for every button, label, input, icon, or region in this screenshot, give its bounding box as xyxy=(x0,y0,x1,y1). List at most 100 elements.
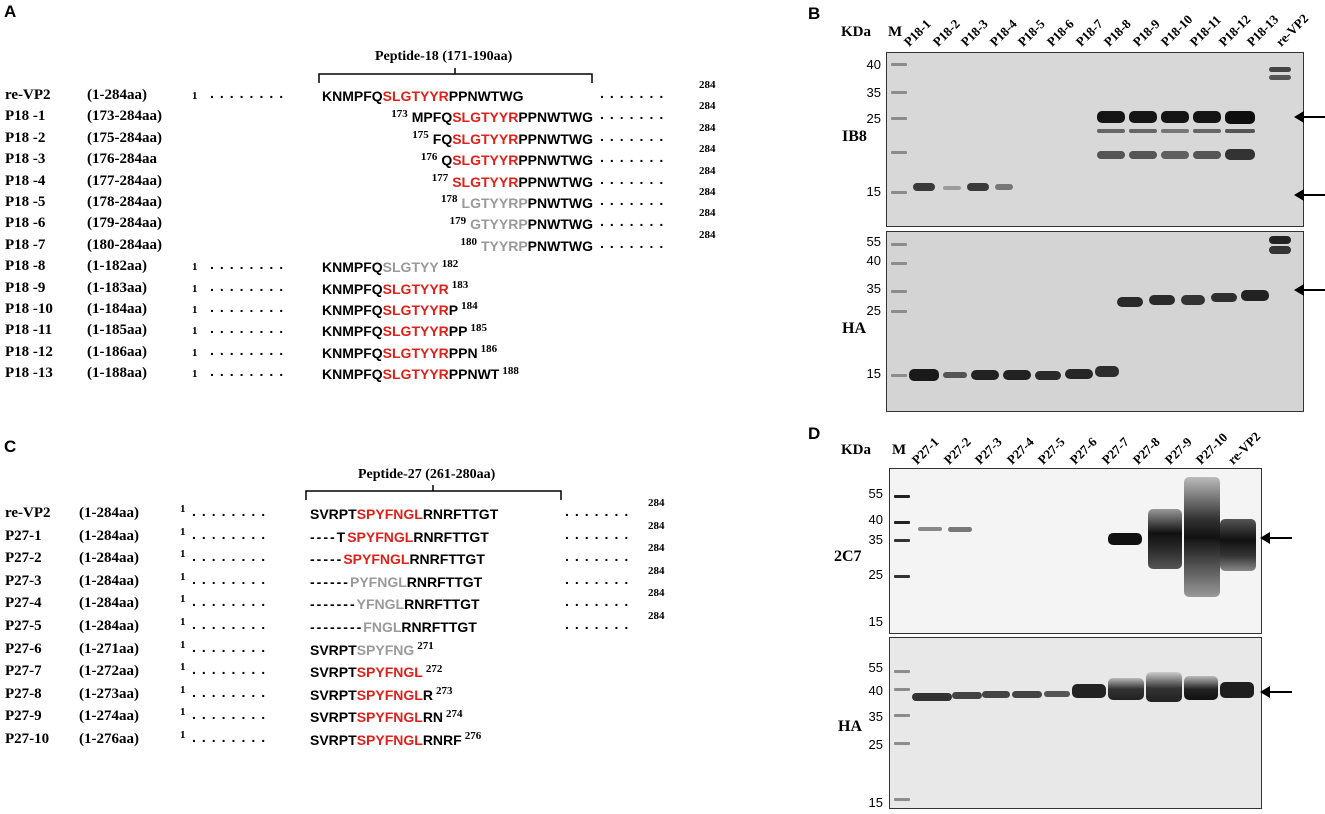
sequence-row-label: P18 -11 (1-185aa) xyxy=(5,322,147,339)
row-end-number: 184 xyxy=(461,300,478,313)
sequence-row-label: P18 -1 (173-284aa) xyxy=(5,108,162,125)
kda-tick-label: 40 xyxy=(866,57,881,72)
sequence-segment: KNMPFQ xyxy=(322,88,383,104)
sequence-row-label: P27-10 (1-276aa) xyxy=(5,731,139,748)
sequence-segment: -------- xyxy=(310,619,364,635)
sequence-segment: P xyxy=(448,302,459,318)
row-dots-right: ....... xyxy=(600,192,670,208)
sequence-row: 177 SLGTYYRPPNWTWG xyxy=(432,172,593,190)
row-name: P18 -13 xyxy=(5,365,53,382)
sequence-row: ------PYFNGLRNRFTTGT xyxy=(310,574,482,590)
lane-label: P18-13 xyxy=(1243,11,1282,50)
row-dots-left: ........ xyxy=(210,341,290,358)
row-name: P18 -10 xyxy=(5,301,53,317)
gel-ha-b xyxy=(886,231,1304,412)
row-end-number: 284 xyxy=(699,164,716,177)
sequence-segment: SLGTYYR xyxy=(382,280,449,297)
row-start: 1 xyxy=(192,321,198,339)
row-range: (1-185aa) xyxy=(87,322,147,339)
peptide-27-title: Peptide-27 (261-280aa) xyxy=(358,467,496,482)
row-name: P18 -3 xyxy=(5,151,46,168)
row-range: (180-284aa) xyxy=(87,236,162,253)
row-end-number: 183 xyxy=(451,278,469,291)
row-end-number: 273 xyxy=(435,685,453,698)
row-name: P18 -1 xyxy=(5,108,46,125)
blot-name-ib8: IB8 xyxy=(842,128,867,145)
row-start-number: 178 xyxy=(441,193,458,206)
row-start: 1 xyxy=(192,343,198,361)
sequence-row: KNMPFQSLGTYYRP 184 xyxy=(322,300,478,318)
sequence-row-label: re-VP2 (1-284aa) xyxy=(5,505,139,522)
row-end-number: 284 xyxy=(648,587,665,600)
row-start-number: 1 xyxy=(192,325,198,338)
lane-label: P18-1 xyxy=(900,16,934,50)
row-range: (1-182aa) xyxy=(87,258,147,275)
sequence-row: --------FNGLRNRFTTGT xyxy=(310,619,477,635)
row-dots-left: ........ xyxy=(192,729,272,745)
row-dots-right: ....... xyxy=(565,593,635,610)
sequence-segment: SPYFNGL xyxy=(356,709,423,726)
row-start-number: 180 xyxy=(460,236,477,249)
kda-tick-label: 25 xyxy=(866,111,881,126)
sequence-row-label: P27-6 (1-271aa) xyxy=(5,641,139,658)
row-range: (1-186aa) xyxy=(87,343,147,360)
sequence-segment: SPYFNGL xyxy=(347,528,414,545)
sequence-segment: PPNWTWG xyxy=(518,173,593,190)
sequence-segment: FQ xyxy=(432,130,453,147)
row-start-number: 175 xyxy=(412,129,429,142)
row-name: re-VP2 xyxy=(5,505,51,521)
sequence-row-label: P18 -12 (1-186aa) xyxy=(5,344,147,361)
sequence-segment: TYYRP xyxy=(480,237,528,254)
arrow-ib8-upper xyxy=(1294,111,1325,123)
row-dots-left: ........ xyxy=(210,299,290,315)
row-name: P18 -5 xyxy=(5,194,46,210)
panel-letter-a: A xyxy=(4,2,17,21)
sequence-segment: SPYFNGL xyxy=(356,732,423,748)
kda-tick-label: 40 xyxy=(868,683,883,698)
row-range: (179-284aa) xyxy=(87,215,162,232)
row-range: (178-284aa) xyxy=(87,194,162,210)
sequence-row: KNMPFQSLGTYYRPPNWTWG xyxy=(322,88,523,104)
kda-tick-label: 35 xyxy=(868,709,883,724)
row-start-number: 173 xyxy=(391,107,408,120)
sequence-row: 180 TYYRPPNWTWG xyxy=(460,236,593,254)
kda-tick-label: 35 xyxy=(866,281,881,296)
sequence-row: SVRPTSPYFNGLRN 274 xyxy=(310,708,463,726)
blot-name-ha-b: HA xyxy=(842,320,866,337)
row-range: (1-284aa) xyxy=(79,618,139,634)
sequence-row-label: P27-4 (1-284aa) xyxy=(5,595,139,612)
row-name: P27-4 xyxy=(5,595,42,612)
row-name: P18 -9 xyxy=(5,279,46,296)
row-name: P18 -11 xyxy=(5,322,53,339)
sequence-segment: RNRFTTGT xyxy=(413,528,489,545)
arrow-ha-d xyxy=(1260,686,1292,698)
sequence-segment: SVRPT xyxy=(310,506,357,522)
row-name: P27-5 xyxy=(5,618,42,634)
row-start-number: 1 xyxy=(180,548,186,561)
row-end-number: 276 xyxy=(464,730,482,743)
sequence-segment: LGTYYRP xyxy=(461,195,528,211)
kda-tick-label: 55 xyxy=(868,486,883,501)
sequence-row-label: P18 -9 (1-183aa) xyxy=(5,280,147,297)
row-start: 1 xyxy=(192,257,198,275)
row-dots-right: ....... xyxy=(565,503,635,519)
sequence-row: SVRPTSPYFNGLR 273 xyxy=(310,685,453,703)
sequence-segment: KNMPFQ xyxy=(322,280,383,297)
row-range: (1-183aa) xyxy=(87,279,147,296)
kda-tick-label: 35 xyxy=(868,532,883,547)
row-dots-right: ....... xyxy=(600,234,670,251)
sequence-segment: YFNGL xyxy=(356,596,405,613)
kda-tick-label: 55 xyxy=(868,660,883,675)
sequence-segment: SVRPT xyxy=(310,732,357,748)
sequence-segment: KNMPFQ xyxy=(322,344,383,361)
sequence-segment: Q xyxy=(441,152,453,169)
kda-label-b: KDa xyxy=(841,24,871,40)
row-name: P18 -7 xyxy=(5,236,46,253)
lane-label: P27-6 xyxy=(1066,434,1100,468)
lane-label: P27-1 xyxy=(908,434,942,468)
row-dots-left: ........ xyxy=(210,363,290,380)
row-start-number: 1 xyxy=(192,261,198,274)
peptide-27-bracket xyxy=(305,485,562,500)
row-range: (1-274aa) xyxy=(79,708,139,725)
row-name: P18 -4 xyxy=(5,172,46,189)
